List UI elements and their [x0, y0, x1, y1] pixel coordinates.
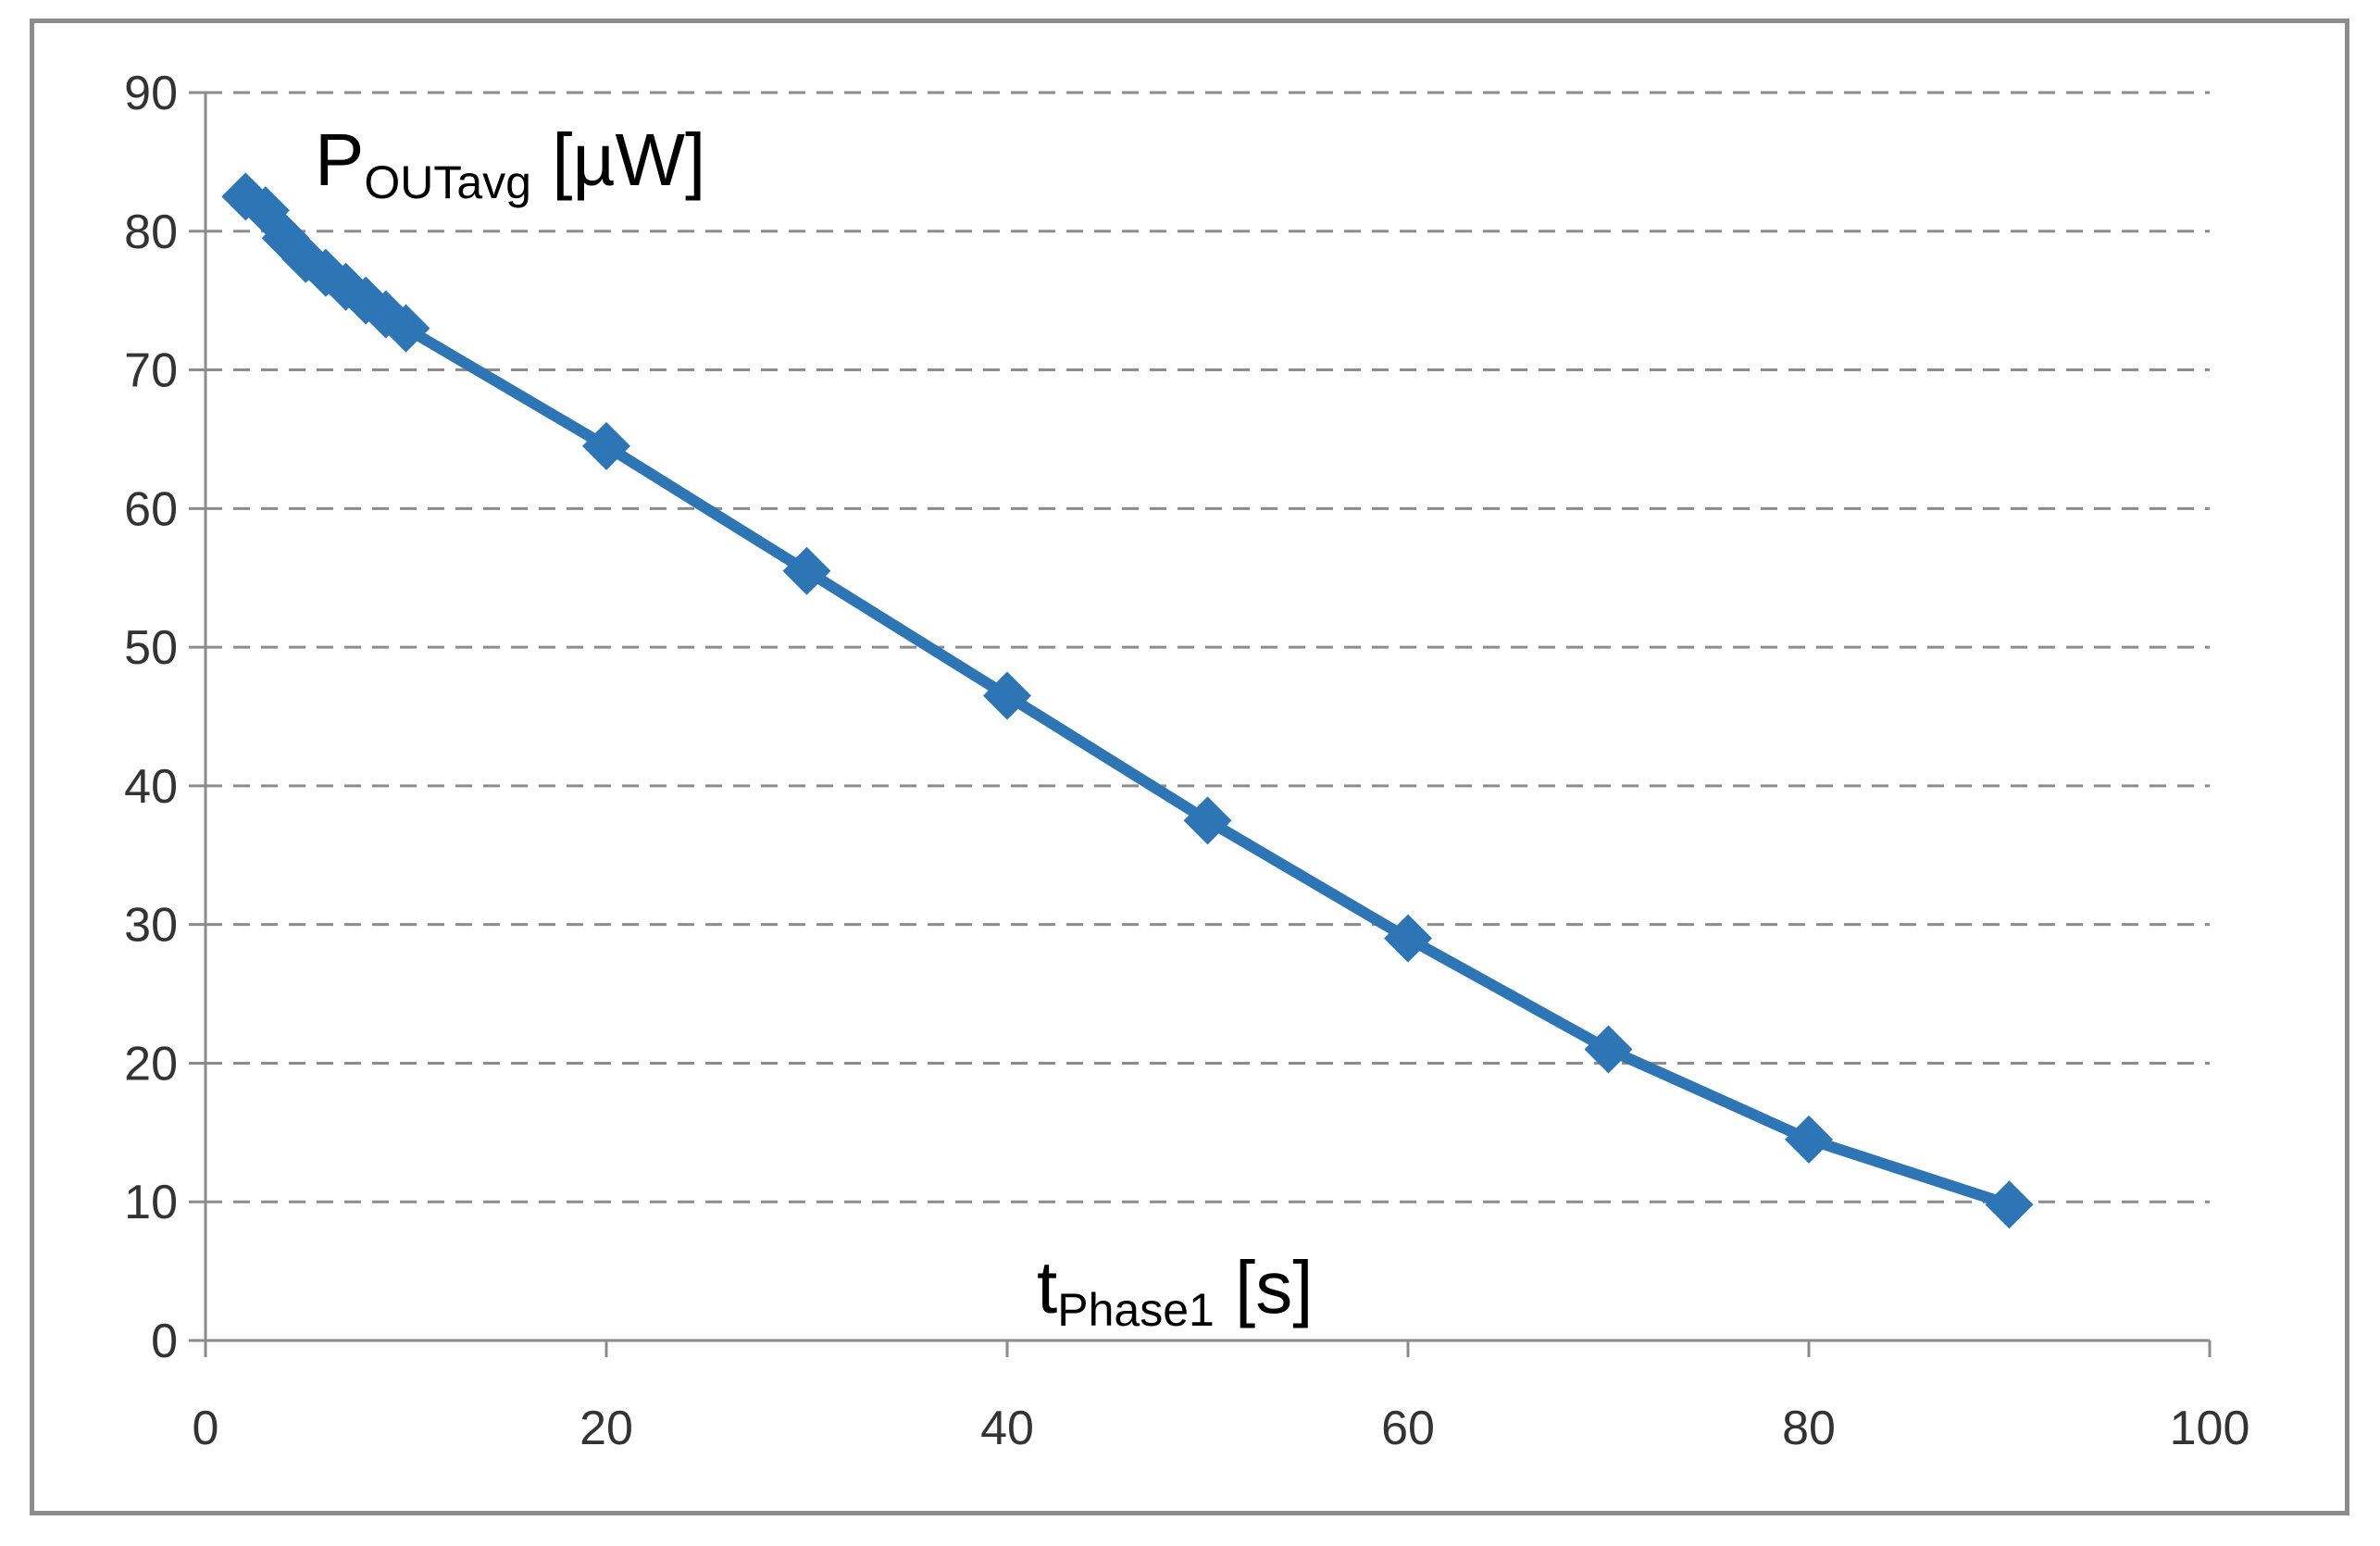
data-series [221, 172, 2034, 1229]
x-tick-label-40: 40 [980, 1402, 1034, 1455]
y-tick-label-40: 40 [124, 760, 178, 814]
y-tick-label-80: 80 [124, 206, 178, 259]
y-tick-label-10: 10 [124, 1176, 178, 1229]
y-tick-label-30: 30 [124, 899, 178, 953]
y-tick-labels: 0 10 20 30 40 50 60 70 80 90 [124, 67, 178, 1368]
y-axis-label: POUTavg [µW] [315, 118, 705, 208]
chart-frame [30, 19, 2349, 1515]
y-axis-label-sub: OUTavg [364, 156, 531, 208]
data-point-20 [582, 421, 630, 470]
gridlines [206, 91, 2210, 1203]
x-tick-label-0: 0 [193, 1402, 219, 1455]
data-point-40 [983, 671, 1031, 720]
x-tick-labels: 0 20 40 60 80 100 [193, 1402, 2250, 1455]
x-tick-label-100: 100 [2170, 1402, 2250, 1455]
data-point-10 [381, 304, 430, 353]
x-axis-label-sub: Phase1 [1057, 1284, 1215, 1336]
y-axis-label-unit: [µW] [531, 118, 705, 201]
x-tick-label-60: 60 [1381, 1402, 1435, 1455]
y-tick-label-70: 70 [124, 344, 178, 398]
y-tick-label-20: 20 [124, 1037, 178, 1091]
x-tick-label-80: 80 [1782, 1402, 1836, 1455]
x-tick-label-20: 20 [579, 1402, 633, 1455]
x-axis-label-main: t [1037, 1246, 1057, 1328]
y-tick-label-90: 90 [124, 67, 178, 120]
data-point-50 [1183, 796, 1232, 845]
data-point-80 [1785, 1115, 1833, 1164]
x-axis-label: tPhase1 [s] [1037, 1246, 1314, 1336]
data-point-70 [1584, 1025, 1633, 1074]
y-tick-label-60: 60 [124, 482, 178, 536]
y-tick-label-0: 0 [151, 1315, 178, 1368]
data-point-90 [1985, 1180, 2034, 1229]
data-point-60 [1384, 914, 1432, 963]
axes [189, 91, 2212, 1357]
x-axis-label-unit: [s] [1215, 1246, 1314, 1328]
series-line-0 [240, 191, 2015, 1211]
data-point-30 [782, 546, 831, 595]
y-axis-label-main: P [315, 118, 364, 201]
y-tick-label-50: 50 [124, 621, 178, 675]
